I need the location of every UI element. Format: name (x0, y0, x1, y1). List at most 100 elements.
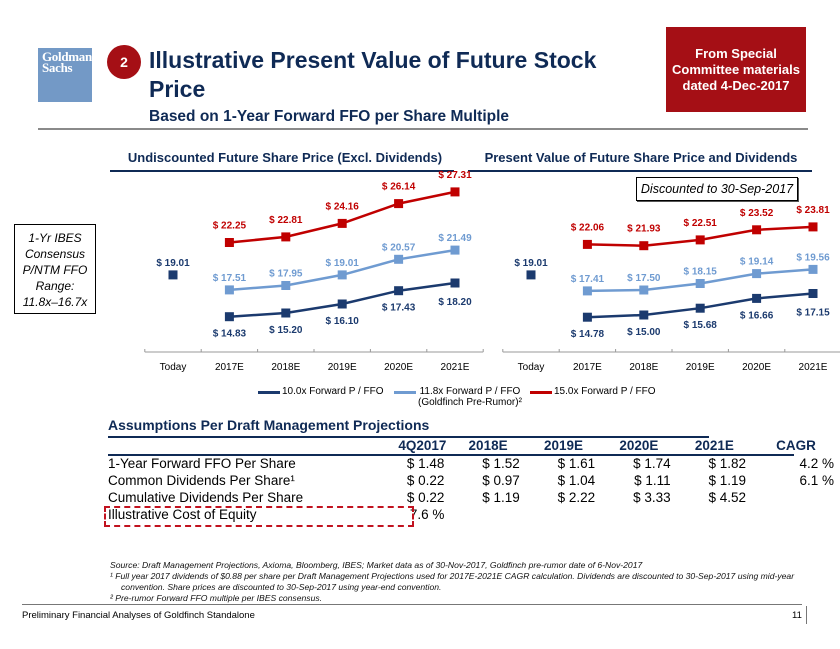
data-label: $ 22.06 (571, 222, 605, 233)
series-marker (337, 218, 347, 228)
data-label: $ 21.49 (438, 233, 472, 244)
series-marker (639, 285, 649, 295)
header-divider (38, 128, 808, 130)
series-marker (639, 241, 649, 251)
series-marker (582, 286, 592, 296)
table-row: Illustrative Cost of Equity 7.6 % (108, 506, 840, 523)
series-marker (582, 239, 592, 249)
table-cell (526, 506, 601, 523)
column-header: 2021E (694, 438, 734, 453)
table-cell (752, 489, 840, 506)
page-number: 11 (792, 610, 802, 621)
table-cell: $ 0.22 (406, 473, 445, 488)
column-header: 2018E (468, 438, 508, 453)
legend-label-sub: (Goldfinch Pre-Rumor)² (418, 397, 522, 408)
x-tick-label: 2017E (215, 362, 244, 373)
table-cell: $ 1.48 (406, 456, 445, 471)
series-marker (752, 269, 762, 279)
column-header (108, 436, 346, 455)
source-badge-line: From Special (695, 45, 777, 61)
row-label: Illustrative Cost of Equity (108, 507, 257, 522)
table-row: Common Dividends Per Share¹ $ 0.22 $ 0.97 $… (108, 472, 840, 489)
data-label: $ 20.57 (382, 242, 416, 253)
footnote-2: ² Pre-rumor Forward FFO multiple per IBE… (110, 593, 323, 603)
series-marker (224, 238, 234, 247)
series-marker (450, 187, 460, 197)
series-marker (224, 285, 234, 295)
table-cell (601, 506, 676, 523)
goldman-sachs-logo: Goldman Sachs (38, 48, 92, 102)
multiple-range-box: 1-Yr IBES Consensus P/NTM FFO Range: 11.… (14, 224, 96, 314)
table-cell (450, 506, 525, 523)
column-header: 2020E (619, 438, 659, 453)
series-marker (450, 278, 460, 288)
data-label: $ 14.78 (571, 329, 605, 340)
range-box-line: P/NTM FFO (22, 263, 88, 277)
x-tick-label: 2020E (742, 362, 771, 373)
chart-title-divider (110, 170, 454, 172)
data-label: $ 22.25 (213, 221, 247, 232)
discount-date-box: Discounted to 30-Sep-2017 (636, 177, 798, 201)
table-cell: $ 1.04 (557, 473, 596, 488)
footnote-source: Source: Draft Management Projections, Ax… (110, 560, 643, 570)
footer-text: Preliminary Financial Analyses of Goldfi… (22, 610, 255, 621)
series-line (229, 190, 456, 244)
series-marker (808, 264, 818, 274)
series-marker (450, 245, 460, 255)
today-marker (168, 270, 178, 280)
assumptions-title: Assumptions Per Draft Management Project… (108, 417, 430, 433)
data-label: $ 19.14 (740, 257, 774, 268)
series-marker (752, 225, 762, 235)
legend-label: 15.0x Forward P / FFO (554, 386, 656, 397)
data-label: $ 26.14 (382, 182, 416, 193)
legend-label: 10.0x Forward P / FFO (282, 386, 384, 397)
x-tick-label: 2021E (441, 362, 470, 373)
assumptions-table: 4Q2017 2018E 2019E 2020E 2021E CAGR 1-Ye… (108, 436, 840, 523)
table-header-row: 4Q2017 2018E 2019E 2020E 2021E CAGR (108, 436, 840, 455)
range-box-line: Consensus (24, 247, 86, 261)
table-cell: $ 1.82 (708, 456, 747, 471)
page-title: Illustrative Present Value of Future Sto… (149, 47, 597, 102)
legend-swatch-light-blue (394, 391, 416, 394)
table-row: Cumulative Dividends Per Share $ 0.22 $ 1.… (108, 489, 840, 506)
data-label: $ 19.56 (796, 252, 830, 263)
data-label: $ 22.81 (269, 215, 303, 226)
series-marker (808, 222, 818, 232)
table-cell: $ 1.19 (708, 473, 747, 488)
data-label: $ 17.43 (382, 303, 416, 314)
table-cell: 7.6 % (409, 507, 445, 522)
data-label: $ 17.95 (269, 269, 303, 280)
data-label: $ 17.15 (796, 308, 830, 319)
footnote-1-continued: convention. Share prices are discounted … (121, 582, 442, 592)
series-marker (281, 281, 291, 290)
data-label: $ 16.66 (740, 310, 774, 321)
series-marker (337, 299, 347, 309)
table-cell: $ 0.97 (482, 473, 520, 488)
chart-title-undiscounted: Undiscounted Future Share Price (Excl. D… (127, 150, 443, 165)
step-badge: 2 (107, 45, 141, 79)
range-box-line: 1-Yr IBES (28, 231, 82, 245)
data-label: $ 15.00 (627, 327, 661, 338)
row-label: 1-Year Forward FFO Per Share (108, 456, 296, 471)
x-tick-label: 2020E (384, 362, 413, 373)
table-cell: 6.1 % (799, 473, 834, 488)
column-header: 4Q2017 (398, 438, 447, 453)
chart-title-divider (468, 170, 812, 172)
legend-item-11-8x: 11.8x Forward P / FFO (Goldfinch Pre-Rum… (394, 386, 522, 408)
series-marker (695, 303, 705, 313)
line-charts: Today 2017E 2018E 2019E 2020E 2021E $ 19.01 $ 1… (144, 170, 840, 373)
source-badge: From Special Committee materials dated 4… (666, 27, 806, 112)
series-marker (337, 270, 347, 280)
legend-swatch-navy (258, 391, 280, 394)
table-cell: $ 1.52 (482, 456, 520, 471)
data-label: $ 18.15 (684, 267, 718, 278)
table-header-rule (108, 454, 794, 456)
legend-item-15x: 15.0x Forward P / FFO (530, 386, 656, 397)
table-cell: $ 2.22 (557, 490, 596, 505)
page-subtitle: Based on 1-Year Forward FFO per Share Mu… (149, 108, 510, 125)
series-marker (808, 289, 818, 298)
data-label: $ 17.41 (571, 274, 605, 285)
page-number-divider (806, 606, 807, 624)
data-label: $ 24.16 (326, 201, 360, 212)
table-top-rule (108, 436, 709, 438)
